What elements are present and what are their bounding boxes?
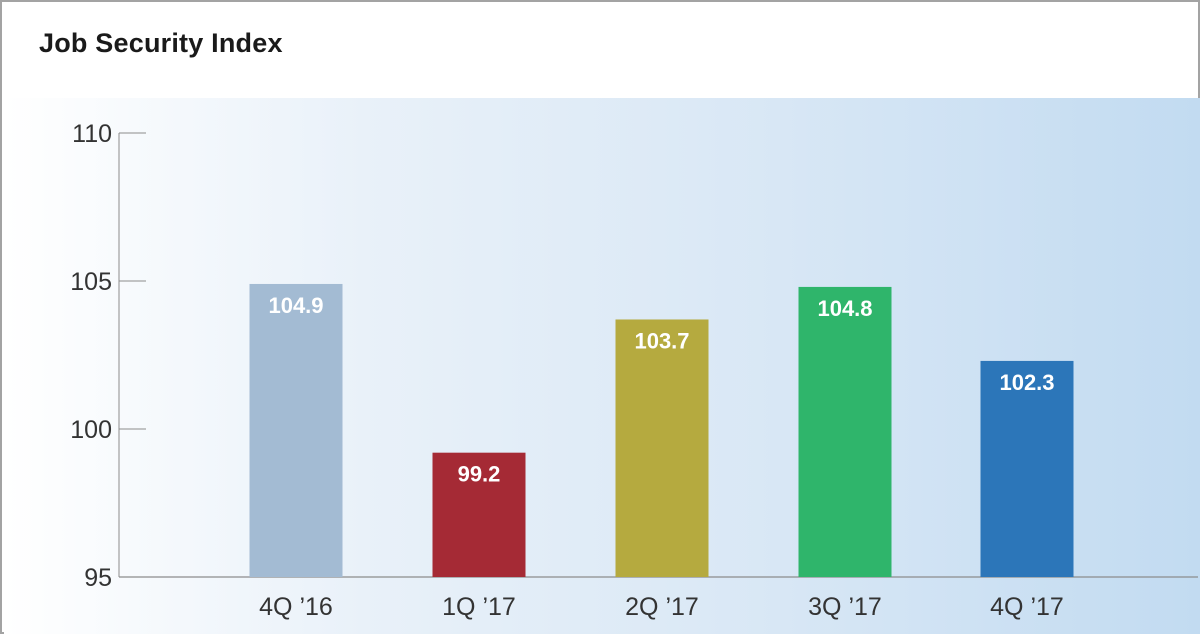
bar [798, 286, 892, 577]
y-tick-label: 95 [84, 564, 112, 592]
bar-value-label: 99.2 [458, 462, 501, 487]
y-tick-label: 105 [70, 268, 112, 296]
y-tick-label: 110 [72, 120, 112, 148]
bar-value-label: 103.7 [634, 328, 689, 353]
x-tick-label: 2Q ’17 [625, 593, 699, 621]
x-tick-label: 4Q ’17 [990, 593, 1064, 621]
bar [249, 283, 343, 577]
bar [432, 452, 526, 577]
x-tick-label: 4Q ’16 [259, 593, 333, 621]
chart-title: Job Security Index [39, 28, 283, 58]
bar-value-label: 104.8 [817, 296, 872, 321]
bar-value-label: 102.3 [999, 370, 1054, 395]
bar [615, 319, 709, 577]
bar [980, 360, 1074, 577]
y-tick-label: 100 [70, 416, 112, 444]
bar-value-label: 104.9 [268, 293, 323, 318]
x-tick-label: 1Q ’17 [442, 593, 516, 621]
x-tick-label: 3Q ’17 [808, 593, 882, 621]
